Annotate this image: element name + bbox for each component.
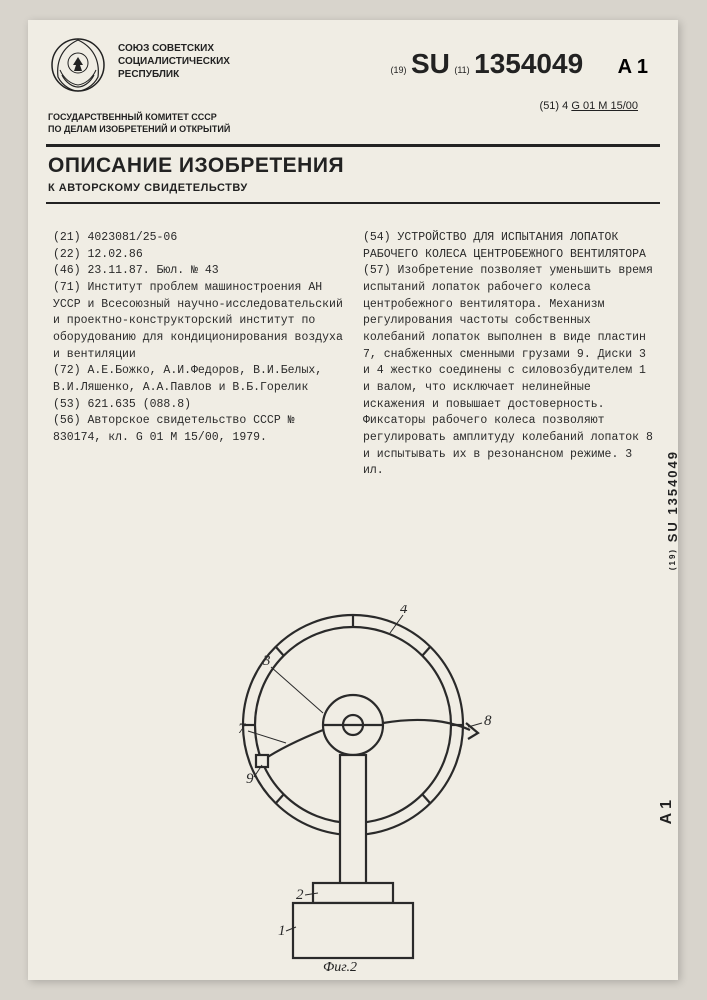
field-22: (22) 12.02.86 — [53, 247, 348, 264]
field-57: (57) Изобретение позволяет уменьшить вре… — [363, 263, 658, 480]
svg-text:7: 7 — [238, 721, 247, 737]
field-53: (53) 621.635 (088.8) — [53, 397, 348, 414]
left-column: (21) 4023081/25-06 (22) 12.02.86 (46) 23… — [53, 230, 348, 447]
side-text: SU 1354049 — [665, 450, 680, 542]
country-code: SU — [411, 48, 450, 79]
svg-text:2: 2 — [296, 887, 304, 903]
ipc-prefix: (51) 4 — [540, 100, 569, 112]
country-prefix: (19) — [391, 65, 407, 75]
kind-code: A 1 — [618, 56, 648, 78]
svg-text:9: 9 — [246, 771, 254, 787]
union-line: СОЮЗ СОВЕТСКИХ — [118, 42, 230, 55]
divider — [46, 202, 660, 204]
ipc-classification: (51) 4 G 01 M 15/00 — [540, 100, 638, 112]
ussr-emblem — [48, 35, 108, 95]
svg-text:8: 8 — [484, 713, 492, 729]
field-21: (21) 4023081/25-06 — [53, 230, 348, 247]
field-54: (54) УСТРОЙСТВО ДЛЯ ИСПЫТАНИЯ ЛОПАТОК РА… — [363, 230, 658, 263]
union-name: СОЮЗ СОВЕТСКИХ СОЦИАЛИСТИЧЕСКИХ РЕСПУБЛИ… — [118, 42, 230, 81]
field-56: (56) Авторское свидетельство СССР № 8301… — [53, 413, 348, 446]
doc-number: 1354049 — [474, 48, 583, 79]
patent-number: (19) SU (11) 1354049 A 1 — [391, 48, 648, 80]
figure-drawing: 4 3 7 9 8 2 1 — [168, 605, 538, 975]
document-page: СОЮЗ СОВЕТСКИХ СОЦИАЛИСТИЧЕСКИХ РЕСПУБЛИ… — [28, 20, 678, 980]
svg-text:1: 1 — [278, 923, 286, 939]
svg-text:3: 3 — [262, 653, 271, 669]
union-line: РЕСПУБЛИК — [118, 68, 230, 81]
ipc-code: G 01 M 15/00 — [571, 100, 638, 112]
committee-line: ГОСУДАРСТВЕННЫЙ КОМИТЕТ СССР — [48, 112, 230, 124]
figure-caption: Фиг.2 — [323, 960, 357, 976]
field-71: (71) Институт проблем машиностроения АН … — [53, 280, 348, 363]
committee-name: ГОСУДАРСТВЕННЫЙ КОМИТЕТ СССР ПО ДЕЛАМ ИЗ… — [48, 112, 230, 135]
field-46: (46) 23.11.87. Бюл. № 43 — [53, 263, 348, 280]
field-72: (72) А.Е.Божко, А.И.Федоров, В.И.Белых, … — [53, 363, 348, 396]
right-column: (54) УСТРОЙСТВО ДЛЯ ИСПЫТАНИЯ ЛОПАТОК РА… — [363, 230, 658, 480]
doc-prefix: (11) — [454, 65, 469, 75]
side-patent-number: (19) SU 1354049 — [665, 450, 680, 570]
divider — [46, 144, 660, 147]
side-kind-code: A 1 — [658, 800, 676, 824]
committee-line: ПО ДЕЛАМ ИЗОБРЕТЕНИЙ И ОТКРЫТИЙ — [48, 124, 230, 136]
document-title: ОПИСАНИЕ ИЗОБРЕТЕНИЯ — [48, 154, 344, 178]
union-line: СОЦИАЛИСТИЧЕСКИХ — [118, 55, 230, 68]
document-subtitle: К АВТОРСКОМУ СВИДЕТЕЛЬСТВУ — [48, 182, 248, 194]
side-prefix-19: (19) — [668, 548, 677, 570]
svg-text:4: 4 — [400, 605, 408, 617]
